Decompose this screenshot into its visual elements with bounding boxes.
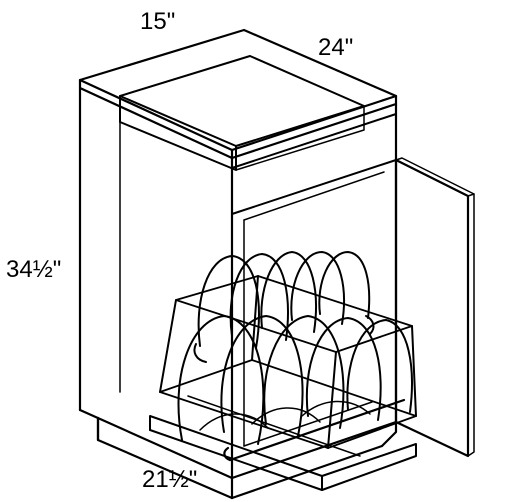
- dim-label-top-left: 15": [140, 8, 175, 36]
- dim-label-top-right: 24": [318, 34, 353, 62]
- cabinet-diagram: 15" 24" 34½" 21½": [0, 0, 508, 502]
- dim-label-left: 34½": [6, 256, 61, 284]
- dim-label-bottom: 21½": [142, 466, 197, 494]
- cabinet-svg: [0, 0, 508, 502]
